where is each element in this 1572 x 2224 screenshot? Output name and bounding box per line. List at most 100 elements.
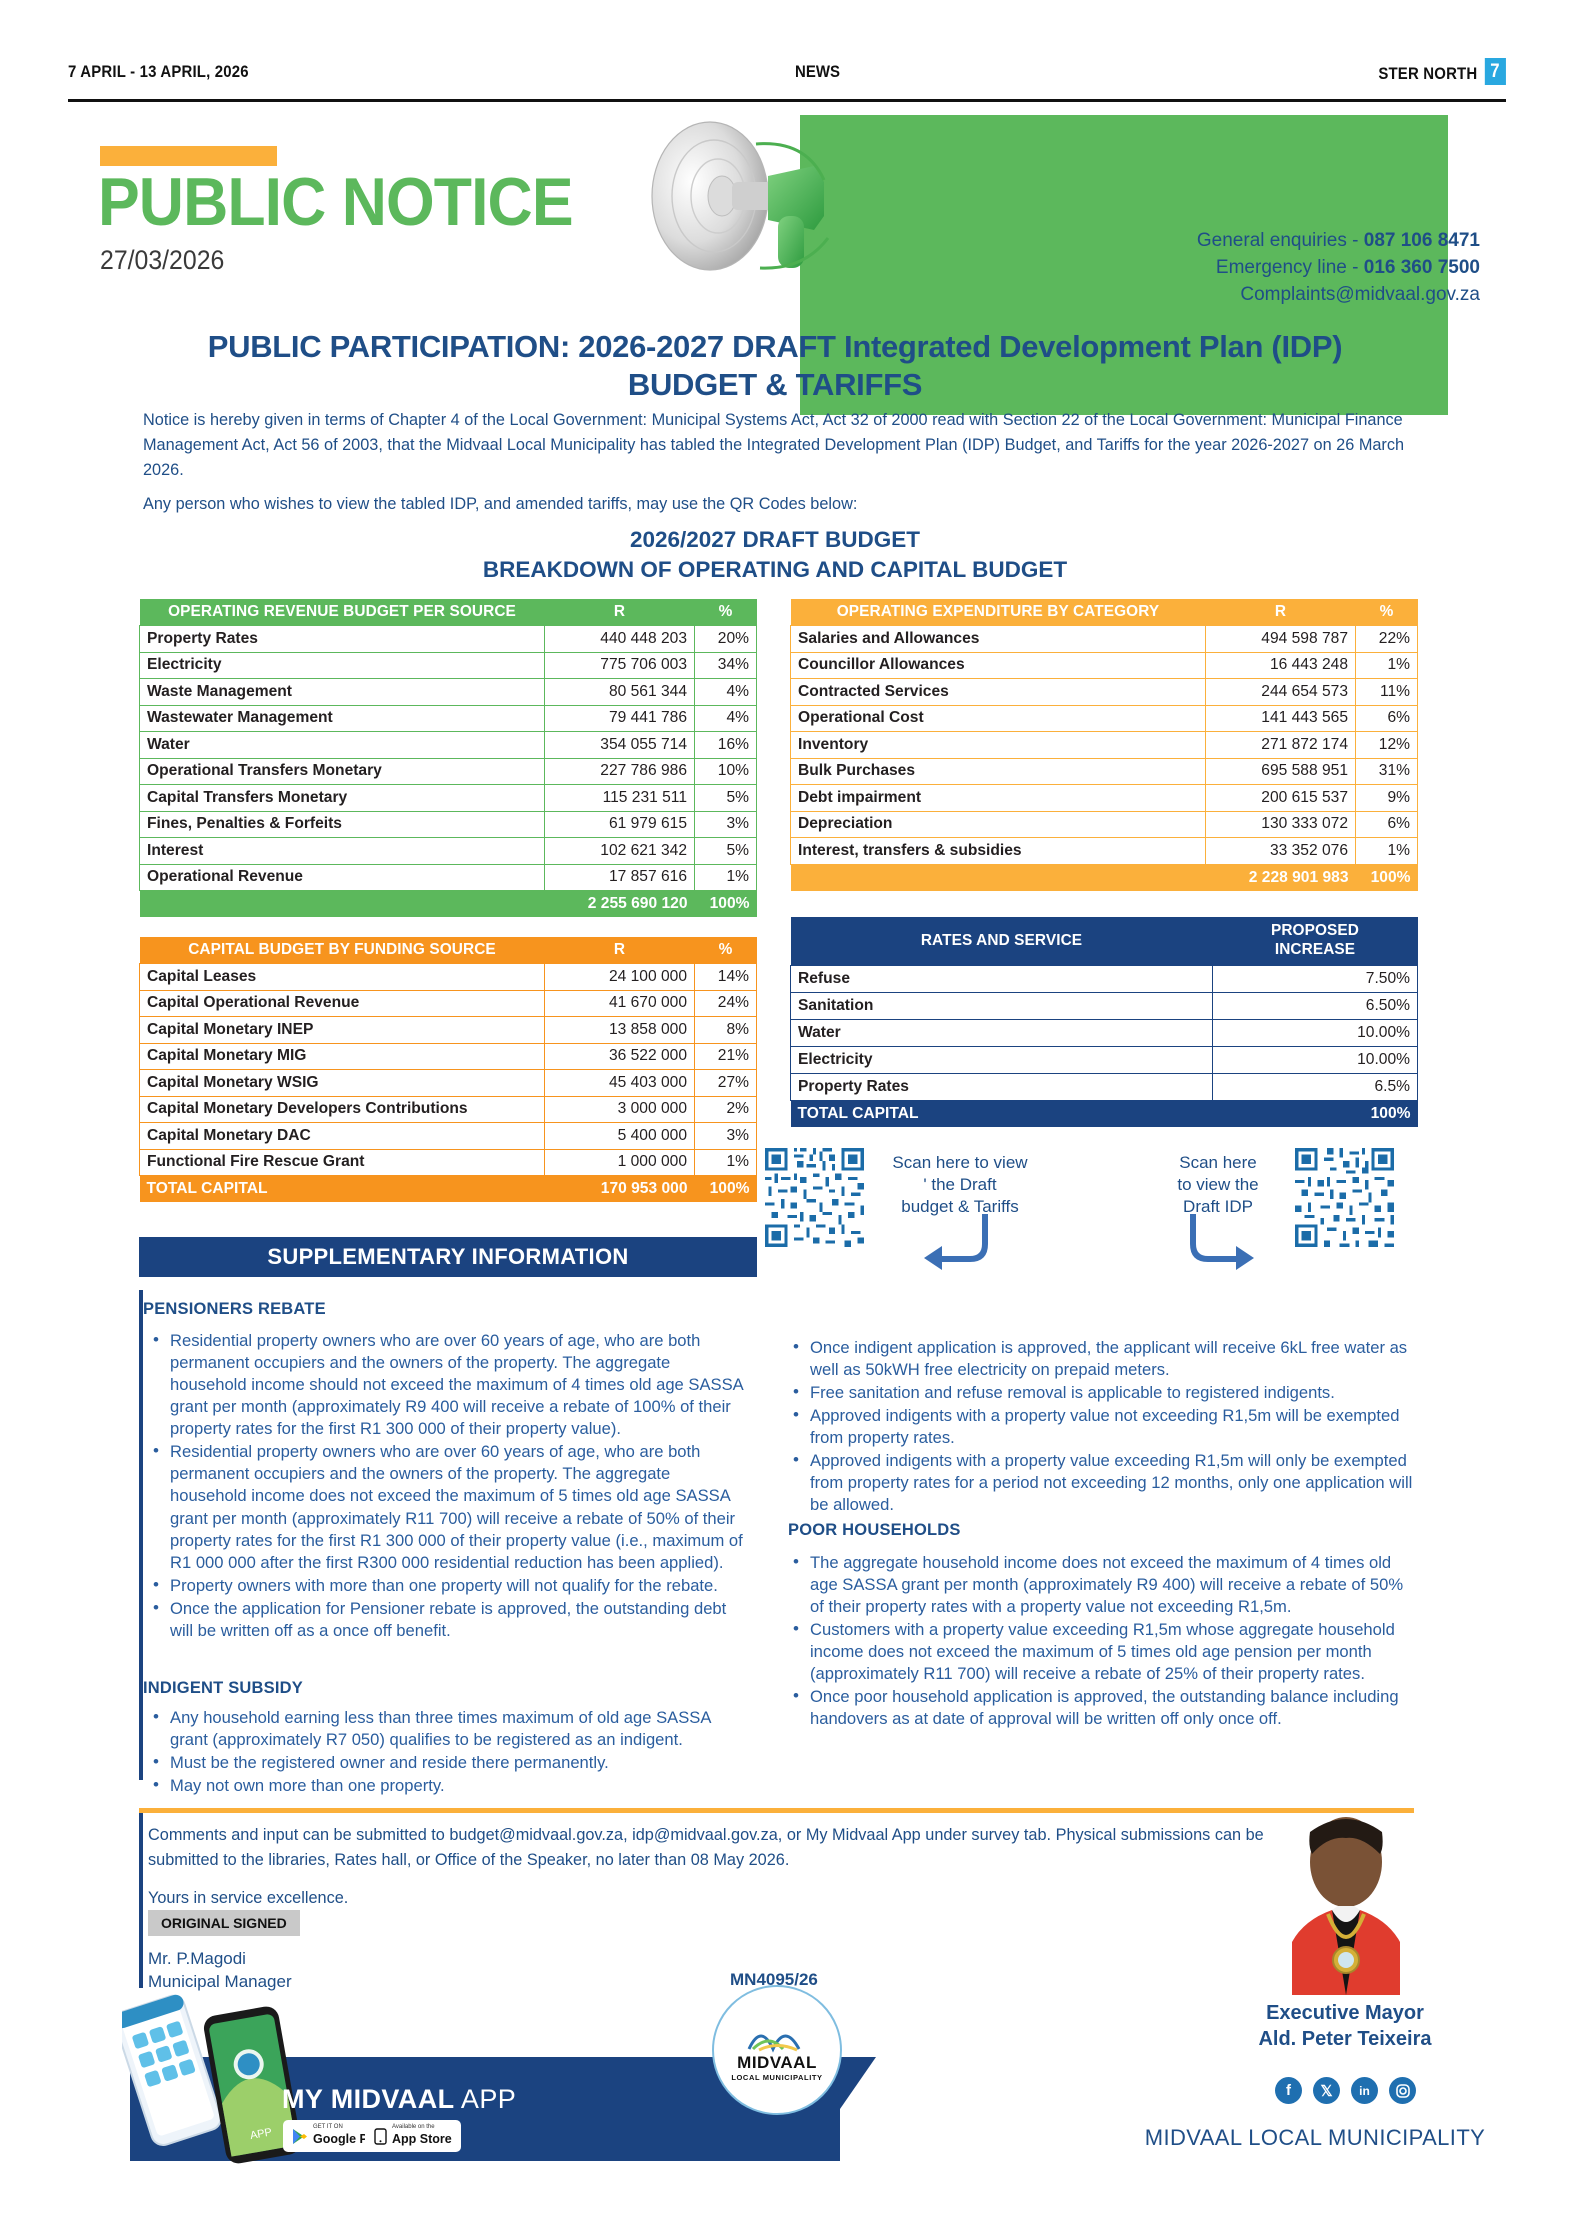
list-item: Residential property owners who are over…: [150, 1329, 750, 1440]
svg-text:APP: APP: [249, 2126, 273, 2142]
phone-mockup-image: APP: [122, 1994, 301, 2164]
row-label: Interest: [139, 837, 545, 865]
expenditure-total-percent: 100%: [1355, 864, 1418, 891]
table-row: Refuse 7.50%: [790, 964, 1418, 993]
row-value: 130 333 072: [1205, 810, 1356, 838]
curved-arrow-left-icon: [924, 1214, 988, 1270]
pensioners-rebate-heading: PENSIONERS REBATE: [143, 1300, 326, 1318]
masthead-publication: STER NORTH: [1378, 63, 1478, 83]
row-value: 20%: [694, 625, 757, 653]
instagram-icon[interactable]: [1389, 2077, 1416, 2104]
row-value: 7.50%: [1212, 964, 1418, 993]
row-value: 775 706 003: [544, 651, 695, 679]
row-value: 12%: [1355, 731, 1418, 759]
table-row: Salaries and Allowances 494 598 787 22%: [790, 625, 1418, 653]
row-label: Depreciation: [790, 810, 1206, 838]
row-value: 10%: [694, 757, 757, 785]
table-row: Water 354 055 714 16%: [139, 731, 757, 759]
row-value: 61 979 615: [544, 810, 695, 838]
masthead-date: 7 APRIL - 13 APRIL, 2026: [68, 62, 249, 81]
list-item: Free sanitation and refuse removal is ap…: [790, 1381, 1418, 1404]
x-twitter-icon[interactable]: 𝕏: [1313, 2077, 1340, 2104]
emergency-number: 016 360 7500: [1363, 256, 1480, 278]
rates-rows: Refuse 7.50% Sanitation 6.50% Water 10.00% Ele…: [790, 964, 1418, 1101]
table-row: Operational Transfers Monetary 227 786 98…: [139, 757, 757, 785]
revenue-total-label: [139, 890, 545, 917]
linkedin-icon[interactable]: in: [1351, 2077, 1378, 2104]
row-label: Bulk Purchases: [790, 757, 1206, 785]
reference-number: MN4095/26: [730, 1970, 818, 1989]
page-title-line1: PUBLIC PARTICIPATION: 2026-2027 DRAFT In…: [207, 329, 1343, 364]
row-value: 115 231 511: [544, 784, 695, 812]
qr-code-image[interactable]: [762, 1145, 867, 1250]
row-value: 244 654 573: [1205, 678, 1356, 706]
contact-details: General enquiries - 087 106 8471 Emergen…: [1060, 228, 1480, 309]
row-label: Property Rates: [139, 625, 545, 653]
row-label: Capital Leases: [139, 963, 545, 991]
row-label: Water: [790, 1018, 1213, 1047]
row-value: 5 400 000: [544, 1122, 695, 1150]
qr-caption-idp-line2: to view the: [1177, 1175, 1259, 1195]
public-notice-title: PUBLIC NOTICE: [98, 164, 574, 240]
row-value: 102 621 342: [544, 837, 695, 865]
qr-caption-budget: Scan here to view ' the Draft budget & T…: [880, 1152, 1040, 1218]
capital-total-label: TOTAL CAPITAL: [139, 1175, 545, 1202]
row-value: 1%: [1355, 651, 1418, 679]
operating-expenditure-table: OPERATING EXPENDITURE BY CATEGORY R % Sa…: [790, 599, 1418, 891]
midvaal-emblem-icon: [747, 2034, 801, 2053]
qr-caption-budget-line2: ' the Draft: [923, 1175, 997, 1195]
row-label: Wastewater Management: [139, 704, 545, 732]
qr-intro-text: Any person who wishes to view the tabled…: [143, 495, 858, 513]
row-label: Capital Monetary INEP: [139, 1016, 545, 1044]
table-row: Interest 102 621 342 5%: [139, 837, 757, 865]
qr-caption-idp-line3: Draft IDP: [1183, 1197, 1253, 1217]
qr-caption-budget-line1: Scan here to view: [892, 1153, 1028, 1172]
row-label: Operational Transfers Monetary: [139, 757, 545, 785]
row-value: 3%: [694, 810, 757, 838]
table-row: Wastewater Management 79 441 786 4%: [139, 704, 757, 732]
row-value: 11%: [1355, 678, 1418, 706]
col-header-funding-source: CAPITAL BUDGET BY FUNDING SOURCE: [139, 937, 545, 964]
row-label: Capital Monetary WSIG: [139, 1069, 545, 1097]
table-row: Capital Monetary Developers Contribution…: [139, 1095, 757, 1123]
row-label: Debt impairment: [790, 784, 1206, 812]
table-row: Debt impairment 200 615 537 9%: [790, 784, 1418, 812]
list-item: Once the application for Pensioner rebat…: [150, 1597, 750, 1642]
row-label: Inventory: [790, 731, 1206, 759]
row-label: Capital Monetary Developers Contribution…: [139, 1095, 545, 1123]
row-value: 4%: [694, 678, 757, 706]
table-row: Councillor Allowances 16 443 248 1%: [790, 651, 1418, 679]
emergency-label: Emergency line -: [1215, 256, 1364, 278]
app-store-badge[interactable]: Available on the App Store: [365, 2120, 461, 2153]
left-accent-rail: [139, 1290, 143, 1770]
rates-total-value: 100%: [1212, 1100, 1418, 1127]
revenue-rows: Property Rates 440 448 203 20% Electricity 7…: [139, 625, 757, 891]
row-value: 8%: [694, 1016, 757, 1044]
qr-caption-idp: Scan here to view the Draft IDP: [1148, 1152, 1288, 1218]
table-row: Bulk Purchases 695 588 951 31%: [790, 757, 1418, 785]
table-row: Capital Monetary INEP 13 858 000 8%: [139, 1016, 757, 1044]
capital-budget-table: CAPITAL BUDGET BY FUNDING SOURCE R % Cap…: [139, 937, 757, 1202]
budget-heading-line1: 2026/2027 DRAFT BUDGET: [629, 527, 921, 552]
facebook-icon[interactable]: f: [1275, 2077, 1302, 2104]
midvaal-logo-word: MIDVAAL: [737, 2052, 817, 2072]
col-header-rates-service: RATES AND SERVICE: [790, 917, 1213, 965]
row-label: Councillor Allowances: [790, 651, 1206, 679]
list-item: Any household earning less than three ti…: [150, 1706, 750, 1751]
qr-code-draft-idp[interactable]: [1292, 1145, 1397, 1250]
table-row: Capital Monetary MIG 36 522 000 21%: [139, 1042, 757, 1070]
table-row: Capital Transfers Monetary 115 231 511 5%: [139, 784, 757, 812]
capital-total-percent: 100%: [694, 1175, 757, 1202]
qr-code-budget-tariffs[interactable]: [762, 1145, 867, 1250]
footer-accent-rail: [139, 1813, 143, 1988]
page-number-badge: 7: [1484, 58, 1506, 85]
signer-name: Mr. P.Magodi: [148, 1949, 246, 1968]
megaphone-icon: [651, 121, 830, 271]
row-value: 80 561 344: [544, 678, 695, 706]
qr-code-image[interactable]: [1292, 1145, 1397, 1250]
table-row: Contracted Services 244 654 573 11%: [790, 678, 1418, 706]
indigent-benefits-list: Once indigent application is approved, t…: [790, 1336, 1418, 1518]
capital-rows: Capital Leases 24 100 000 14% Capital Opera…: [139, 963, 757, 1176]
curved-arrow-right-icon: [1190, 1214, 1254, 1270]
row-value: 10.00%: [1212, 1045, 1418, 1074]
